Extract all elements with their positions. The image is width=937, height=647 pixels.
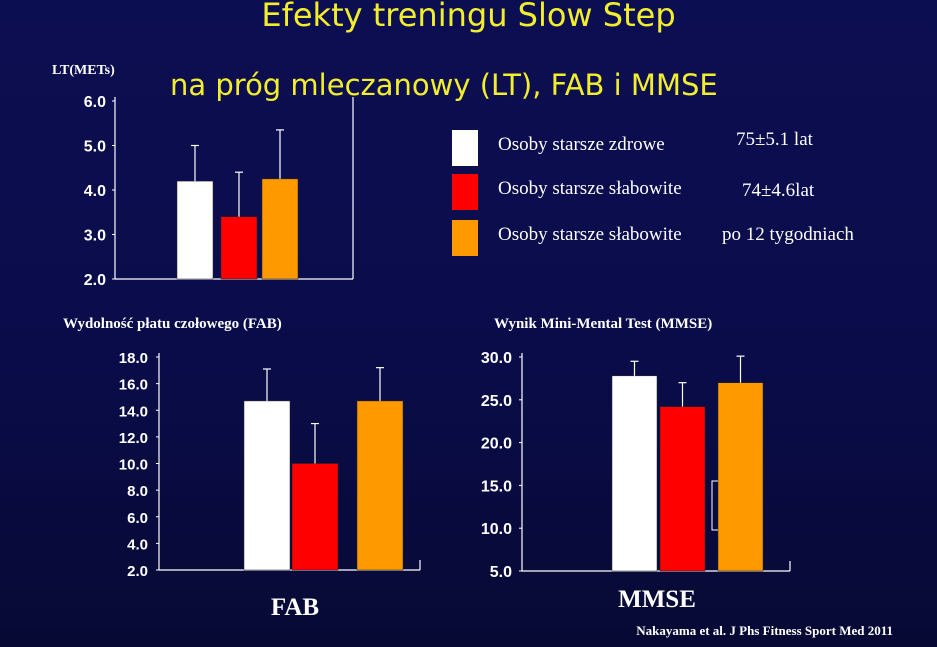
- mmse-bracket-mark: [711, 480, 718, 531]
- fab-x-label: FAB: [271, 594, 319, 621]
- legend-label-frail: Osoby starsze słabowite: [498, 178, 682, 199]
- legend-note-healthy: 75±5.1 lat: [736, 129, 813, 150]
- mmse-chart-title: Wynik Mini-Mental Test (MMSE): [494, 316, 712, 332]
- legend-label-frail-after: Osoby starsze słabowite: [498, 224, 682, 245]
- fab-chart-title: Wydolność płatu czołowego (FAB): [63, 316, 282, 332]
- fab-bar-2: [291, 463, 339, 571]
- legend-swatch-healthy: [452, 130, 478, 166]
- fab-bar-1: [243, 400, 291, 571]
- lt-y-label: LT(METs): [52, 63, 115, 78]
- mmse-bar-1: [611, 375, 658, 572]
- mmse-tick-label: 15.0: [481, 478, 512, 495]
- fab-tick-label: 18.0: [119, 350, 148, 367]
- mmse-tick-label: 10.0: [481, 521, 512, 538]
- fab-tick-label: 14.0: [119, 403, 148, 420]
- legend-swatch-frail: [452, 174, 478, 210]
- lt-tick-label: 5.0: [84, 139, 106, 156]
- mmse-bar-3: [717, 382, 764, 572]
- fab-tick-label: 16.0: [119, 377, 148, 394]
- lt-tick-label: 3.0: [84, 228, 106, 245]
- fab-tick-label: 8.0: [127, 483, 148, 500]
- legend-label-healthy: Osoby starsze zdrowe: [498, 134, 665, 155]
- mmse-tick-label: 5.0: [490, 564, 512, 581]
- fab-tick-label: 10.0: [119, 457, 148, 474]
- mmse-x-label: MMSE: [618, 586, 696, 613]
- lt-tick-label: 4.0: [84, 183, 106, 200]
- fab-tick-label: 6.0: [127, 510, 148, 527]
- lt-bar-1: [176, 180, 214, 280]
- fab-tick-label: 4.0: [127, 536, 148, 553]
- lt-bar-3: [261, 178, 299, 280]
- mmse-tick-label: 20.0: [481, 436, 512, 453]
- legend-note-frail: 74±4.6lat: [742, 180, 815, 201]
- slide-title: Efekty treningu Slow Step: [261, 0, 676, 34]
- mmse-tick-label: 30.0: [481, 350, 512, 367]
- fab-bar-3: [356, 400, 404, 571]
- legend-note-frail-after: po 12 tygodniach: [722, 224, 854, 245]
- legend-swatch-frail-after: [452, 220, 478, 256]
- slide-subtitle: na próg mleczanowy (LT), FAB i MMSE: [170, 68, 718, 102]
- lt-tick-label: 6.0: [84, 94, 106, 111]
- mmse-bar-2: [659, 406, 706, 572]
- fab-tick-label: 12.0: [119, 430, 148, 447]
- lt-bar-2: [220, 216, 258, 280]
- citation: Nakayama et al. J Phs Fitness Sport Med …: [636, 623, 893, 638]
- fab-tick-label: 2.0: [127, 563, 148, 580]
- mmse-tick-label: 25.0: [481, 393, 512, 410]
- lt-tick-label: 2.0: [84, 272, 106, 289]
